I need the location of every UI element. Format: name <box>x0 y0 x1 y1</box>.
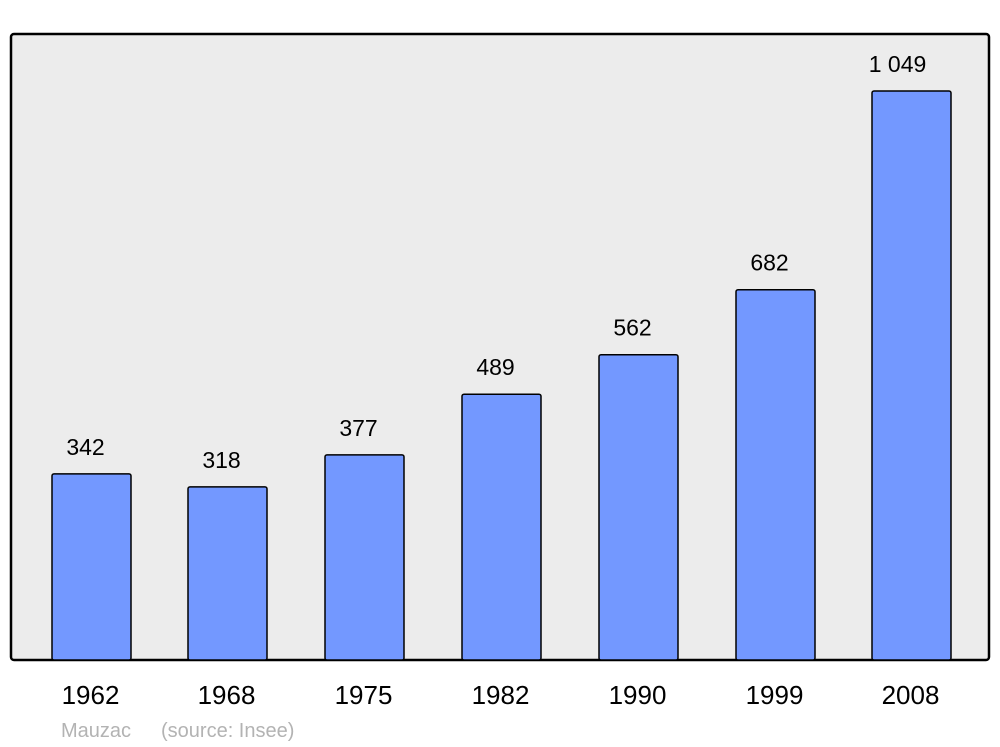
x-tick-2008: 2008 <box>882 680 940 710</box>
bar-1968 <box>187 486 268 661</box>
footer-place: Mauzac <box>61 720 131 742</box>
bar-1982 <box>461 393 542 661</box>
footer-source: (source: Insee) <box>161 720 294 742</box>
value-label-1999: 682 <box>750 250 788 276</box>
x-tick-1982: 1982 <box>472 680 530 710</box>
x-tick-1962: 1962 <box>62 680 120 710</box>
value-label-1962: 342 <box>66 434 104 460</box>
value-label-1982: 489 <box>476 354 514 380</box>
bar-1962 <box>51 473 132 661</box>
x-tick-1968: 1968 <box>198 680 256 710</box>
value-label-1990: 562 <box>613 315 651 341</box>
value-label-1968: 318 <box>202 447 240 473</box>
bar-1990 <box>598 353 679 661</box>
x-tick-1999: 1999 <box>746 680 804 710</box>
value-label-2008: 1 049 <box>869 51 927 77</box>
bar-1999 <box>735 288 816 661</box>
bar-2008 <box>871 90 952 661</box>
x-tick-1975: 1975 <box>335 680 393 710</box>
x-tick-1990: 1990 <box>609 680 667 710</box>
value-label-1975: 377 <box>339 415 377 441</box>
bar-1975 <box>324 454 405 661</box>
